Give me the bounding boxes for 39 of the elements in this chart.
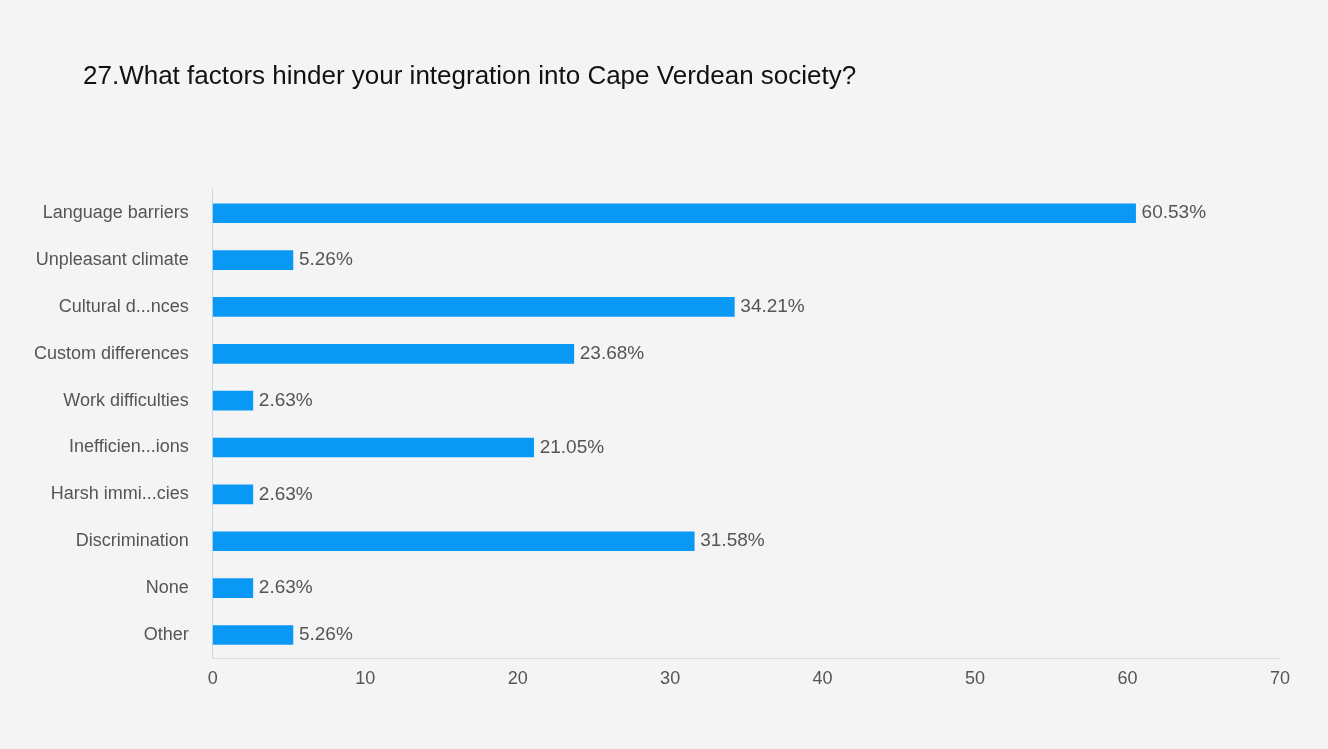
bar bbox=[212, 625, 294, 645]
y-tick-label: Other bbox=[143, 623, 189, 644]
y-tick-label: Custom differences bbox=[33, 342, 189, 363]
y-tick-label: Language barriers bbox=[42, 202, 189, 223]
data-label: 23.68% bbox=[579, 342, 645, 364]
data-label: 2.63% bbox=[258, 482, 313, 504]
data-label: 2.63% bbox=[258, 576, 313, 598]
data-label: 34.21% bbox=[740, 295, 805, 317]
bar bbox=[212, 484, 254, 505]
y-tick-label: Harsh immi...cies bbox=[50, 483, 189, 504]
x-tick-label: 10 bbox=[355, 668, 376, 689]
x-tick-label: 20 bbox=[507, 668, 528, 689]
data-label: 60.53% bbox=[1141, 201, 1207, 223]
y-tick-label: Unpleasant climate bbox=[35, 249, 189, 270]
x-tick-label: 70 bbox=[1269, 668, 1291, 689]
x-tick-label: 30 bbox=[660, 668, 681, 689]
data-label: 2.63% bbox=[258, 388, 313, 410]
bar bbox=[212, 250, 294, 270]
bar bbox=[212, 531, 695, 552]
data-label: 21.05% bbox=[539, 435, 605, 457]
x-tick-label: 0 bbox=[207, 668, 218, 689]
bar bbox=[212, 297, 735, 317]
x-tick-label: 40 bbox=[812, 668, 833, 689]
data-label: 31.58% bbox=[700, 529, 765, 551]
bar bbox=[212, 437, 535, 458]
y-tick-label: Inefficien...ions bbox=[68, 436, 189, 457]
bar bbox=[212, 390, 254, 411]
bar bbox=[212, 343, 575, 364]
chart-title: 27.What factors hinder your integration into Cape Verdean society? bbox=[83, 60, 857, 91]
data-label: 5.26% bbox=[298, 248, 353, 270]
x-tick-label: 50 bbox=[965, 668, 986, 689]
x-tick-label: 60 bbox=[1117, 668, 1138, 689]
y-tick-label: Work difficulties bbox=[63, 389, 189, 410]
y-tick-label: None bbox=[145, 577, 189, 598]
y-tick-label: Cultural d...nces bbox=[58, 295, 189, 316]
bar bbox=[212, 203, 1136, 224]
data-label: 5.26% bbox=[298, 623, 353, 645]
y-tick-label: Discrimination bbox=[75, 530, 189, 551]
bar bbox=[212, 578, 254, 598]
